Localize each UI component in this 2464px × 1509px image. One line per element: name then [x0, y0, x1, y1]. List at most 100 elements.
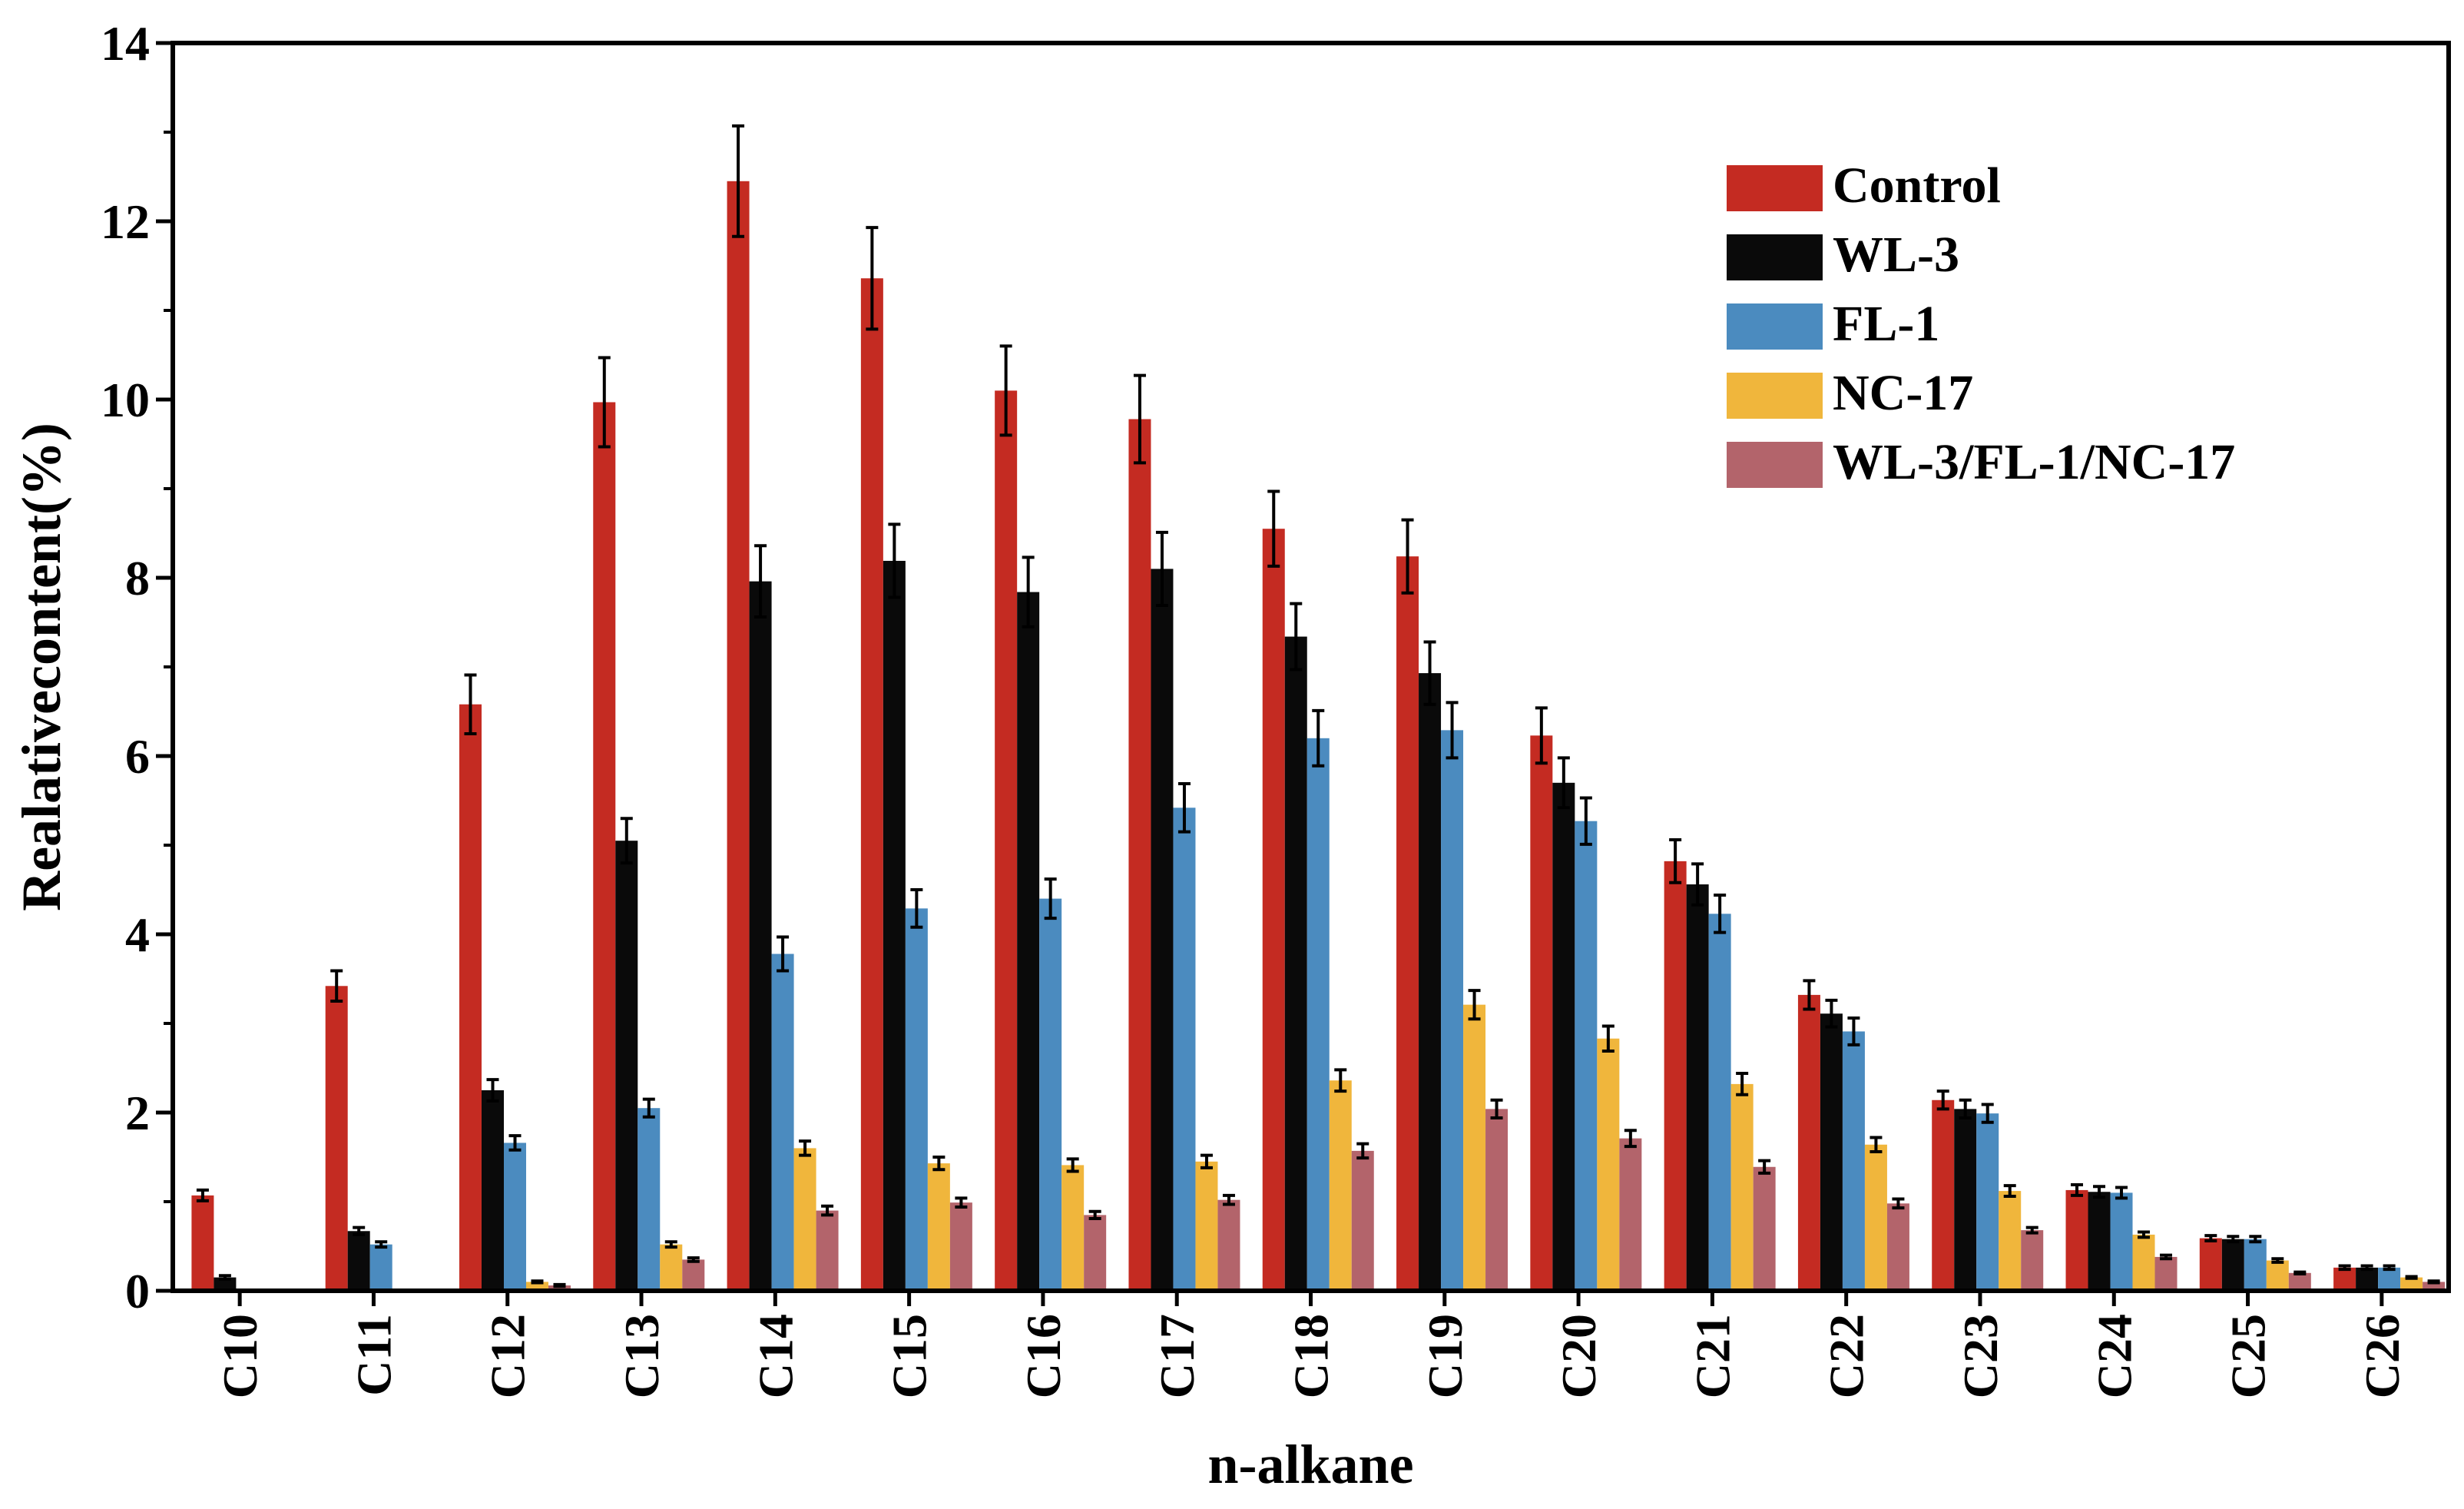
error-bar — [353, 1225, 366, 1236]
error-bar — [1044, 877, 1057, 920]
bars-layer — [191, 181, 2446, 1291]
bar-nc-17-c24 — [2132, 1234, 2155, 1291]
bar-wl-3-fl-1-nc-17-c12 — [548, 1285, 571, 1291]
bar-control-c15 — [860, 278, 883, 1291]
bar-fl-1-c14 — [771, 953, 794, 1291]
error-bar — [2360, 1264, 2373, 1272]
error-bar — [732, 124, 745, 238]
bar-wl-3-c24 — [2088, 1192, 2111, 1291]
y-tick-label: 0 — [125, 1264, 150, 1318]
bar-fl-1-c19 — [1441, 730, 1464, 1291]
bar-wl-3-fl-1-nc-17-c23 — [2021, 1230, 2044, 1291]
bar-wl-3-fl-1-nc-17-c22 — [1886, 1203, 1909, 1291]
bar-control-c13 — [593, 402, 616, 1291]
bar-wl-3-fl-1-nc-17-c14 — [816, 1210, 839, 1291]
legend-item-control: Control — [1727, 158, 2001, 214]
error-bar — [2405, 1275, 2418, 1280]
bar-control-c10 — [191, 1195, 214, 1291]
error-bar — [1981, 1103, 1994, 1124]
x-tick-label: C21 — [1685, 1314, 1740, 1398]
error-bar — [2249, 1235, 2262, 1244]
bar-fl-1-c11 — [369, 1244, 392, 1291]
error-bar — [866, 226, 879, 331]
bar-control-c24 — [2065, 1189, 2088, 1291]
legend-item-fl-1: FL-1 — [1727, 296, 1939, 352]
error-bar — [2204, 1234, 2217, 1243]
error-bar — [1200, 1153, 1213, 1169]
x-tick-label: C13 — [614, 1314, 669, 1398]
bar-fl-1-c16 — [1039, 898, 1062, 1291]
bar-control-c11 — [325, 986, 348, 1291]
error-bar — [486, 1078, 499, 1103]
bar-wl-3-c14 — [749, 581, 772, 1291]
error-bar — [508, 1134, 522, 1152]
legend-swatch — [1727, 373, 1823, 419]
error-bar — [888, 522, 901, 599]
legend-swatch — [1727, 234, 1823, 280]
bar-fl-1-c22 — [1842, 1031, 1865, 1291]
error-bar — [687, 1256, 700, 1263]
bar-wl-3-fl-1-nc-17-c18 — [1351, 1150, 1374, 1291]
y-tick-label: 4 — [125, 907, 150, 962]
bar-fl-1-c17 — [1173, 808, 1196, 1291]
bar-nc-17-c15 — [927, 1163, 950, 1291]
x-tick-label: C22 — [1820, 1314, 1874, 1398]
legend-item-wl-3-fl-1-nc-17: WL-3/FL-1/NC-17 — [1727, 434, 2235, 490]
bar-wl-3-c17 — [1151, 569, 1174, 1291]
y-tick-label: 6 — [125, 729, 150, 784]
bar-fl-1-c23 — [1976, 1113, 1999, 1291]
legend-label: FL-1 — [1833, 296, 1939, 352]
error-bar — [932, 1156, 946, 1172]
error-bar — [2093, 1185, 2106, 1199]
error-bar — [2383, 1264, 2396, 1272]
error-bar — [598, 356, 611, 449]
bar-wl-3-fl-1-nc-17-c16 — [1084, 1215, 1107, 1291]
legend-item-nc-17: NC-17 — [1727, 365, 1973, 421]
bar-fl-1-c18 — [1307, 738, 1330, 1291]
bar-wl-3-c20 — [1552, 782, 1575, 1291]
error-bar — [642, 1097, 655, 1119]
y-tick-label: 14 — [101, 16, 150, 71]
bar-wl-3-c25 — [2221, 1239, 2244, 1291]
bar-control-c25 — [2199, 1238, 2222, 1291]
error-bar — [1155, 530, 1168, 607]
error-bar — [620, 817, 633, 865]
error-bar — [1557, 756, 1570, 810]
error-bar — [1579, 796, 1592, 846]
bar-fl-1-c15 — [905, 908, 928, 1291]
bar-wl-3-fl-1-nc-17-c17 — [1217, 1199, 1240, 1291]
x-tick-label: C25 — [2221, 1314, 2276, 1398]
error-bar — [1669, 838, 1682, 884]
error-bar — [1959, 1098, 1972, 1119]
error-bar — [2003, 1184, 2016, 1199]
bar-wl-3-c18 — [1284, 636, 1307, 1291]
error-bar — [464, 673, 477, 735]
error-bar — [1691, 862, 1704, 907]
axes-layer: 0 2 4 6 8 10 12 14 C10 C11 C12 C13 C14 C15 C16 C17 C18 C1… — [101, 16, 2409, 1398]
error-bar — [1290, 602, 1303, 672]
error-bar — [999, 344, 1012, 437]
error-bar — [330, 969, 343, 1003]
bar-control-c18 — [1262, 529, 1285, 1291]
x-tick-label: C20 — [1552, 1314, 1606, 1398]
y-tick-label: 10 — [101, 373, 150, 427]
bar-wl-3-c15 — [883, 560, 906, 1291]
bar-control-c19 — [1396, 556, 1419, 1291]
error-bar — [196, 1188, 209, 1202]
x-tick-label: C18 — [1284, 1314, 1339, 1398]
x-tick-label: C10 — [213, 1314, 267, 1398]
error-bar — [2025, 1225, 2038, 1235]
error-bar — [1535, 706, 1548, 765]
bar-nc-17-c14 — [793, 1148, 816, 1291]
x-tick-label: C26 — [2355, 1314, 2409, 1398]
bar-control-c22 — [1797, 994, 1820, 1291]
x-tick-label: C11 — [346, 1314, 401, 1396]
legend-swatch — [1727, 442, 1823, 488]
error-bar — [777, 935, 790, 973]
bar-fl-1-c24 — [2110, 1192, 2133, 1291]
error-bar — [1066, 1157, 1079, 1173]
bar-wl-3-fl-1-nc-17-c19 — [1485, 1109, 1509, 1291]
error-bar — [754, 544, 767, 619]
bar-nc-17-c19 — [1463, 1004, 1486, 1291]
legend-swatch — [1727, 303, 1823, 350]
